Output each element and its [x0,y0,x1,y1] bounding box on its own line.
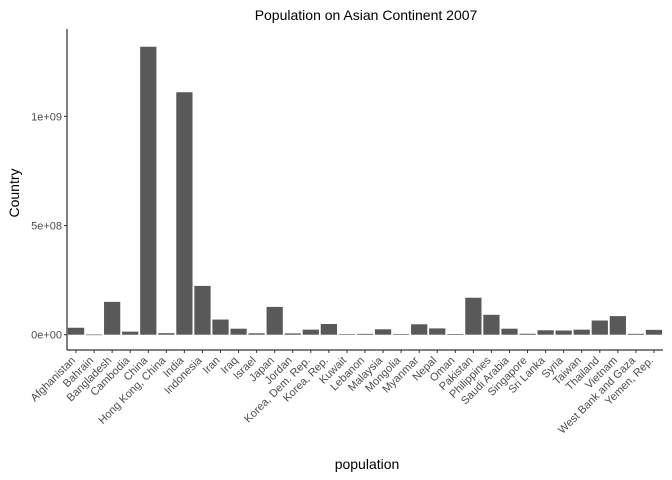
x-tick-label: Iran [201,355,223,377]
bar [411,324,428,335]
y-axis-title: Country [6,168,22,217]
bar [230,328,247,335]
bar [122,331,139,335]
bar [429,328,446,335]
bar [447,334,464,335]
chart-title: Population on Asian Continent 2007 [255,7,478,23]
y-tick-label: 0e+00 [31,330,62,342]
y-tick-label: 1e+09 [31,111,62,123]
bar [284,333,301,335]
bar [338,334,356,335]
bar [194,285,211,335]
bars-group [67,46,663,336]
bar [627,333,645,335]
bar [374,329,392,335]
bar [266,306,283,335]
bar [537,330,554,335]
bar [591,320,608,335]
bar [320,324,337,335]
bar [555,330,572,335]
bar [302,329,319,335]
bar [609,316,626,335]
y-tick-label: 5e+08 [31,221,62,233]
bar [248,333,265,335]
bar [140,46,157,335]
bar [501,328,518,335]
bar [483,314,500,335]
bar [465,297,482,335]
bar [645,329,663,335]
bar [176,92,193,335]
bar [392,334,410,335]
x-axis: AfghanistanBahrainBangladeshCambodiaChin… [29,349,663,436]
bar [158,333,175,335]
bar [519,333,536,335]
bar [212,319,229,335]
bar [573,329,590,335]
bar [67,327,85,335]
bar [104,301,121,335]
y-axis: 0e+00 5e+08 1e+09 [31,29,68,350]
bar [356,333,374,335]
bar [85,334,103,336]
x-axis-title: population [335,456,400,472]
